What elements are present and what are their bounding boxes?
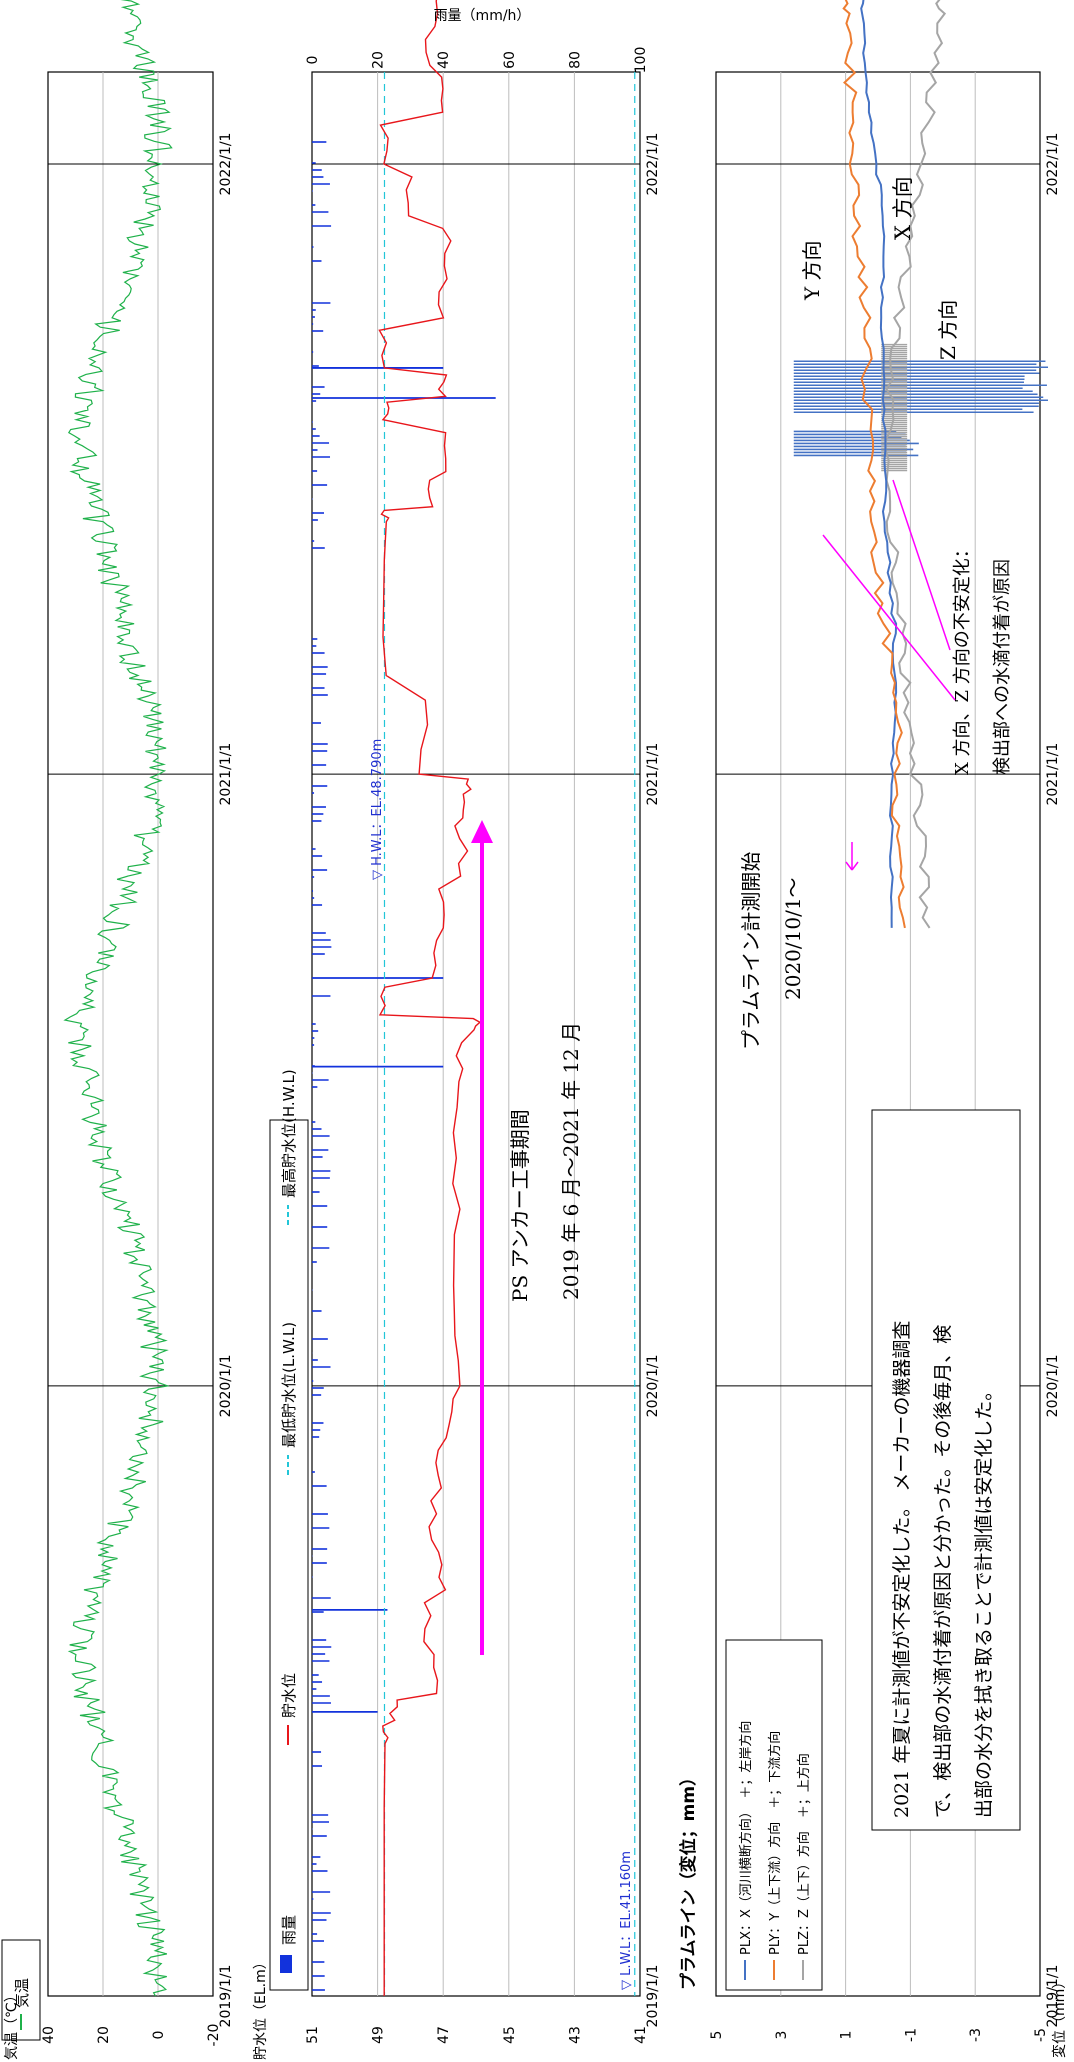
value-tick-label: 47 bbox=[436, 2026, 452, 2044]
value-tick-label: -1 bbox=[903, 2028, 919, 2042]
legend-ply: PLY：Y（上下流）方向 ＋；下流方向 bbox=[767, 1731, 783, 1955]
value-tick-label: 1 bbox=[839, 2031, 855, 2040]
unstable-note-2: 検出部への水滴付着が原因 bbox=[992, 559, 1013, 775]
temperature-legend: 気温 bbox=[1, 1939, 41, 2041]
unstable-note-1: X 方向、Z 方向の不安定化： bbox=[952, 540, 973, 775]
date-tick-label: 2020/1/1 bbox=[218, 1354, 234, 1417]
explanation-line-1: 2021 年夏に計測値が不安定化した。 メーカーの機器調査 bbox=[891, 1321, 913, 1818]
legend-water-level: 貯水位 bbox=[280, 1673, 298, 1718]
value-tick-label: 51 bbox=[305, 2026, 321, 2044]
date-tick-label: 2020/1/1 bbox=[645, 1354, 661, 1417]
rain-y2label: 雨量（mm/h） bbox=[434, 8, 531, 24]
date-tick-label: 2020/1/1 bbox=[1045, 1354, 1061, 1417]
plumb-line-ylabel: 変位（mm） bbox=[1051, 1975, 1068, 2058]
temperature-legend-label: 気温 bbox=[13, 1978, 31, 2008]
rain-tick-label: 40 bbox=[436, 51, 452, 69]
label-y-direction: Y 方向 bbox=[800, 240, 824, 301]
start-note-title: プラムライン計測開始 bbox=[739, 852, 763, 1050]
explanation-line-2: で、検出部の水滴付着が原因と分かった。その後毎月、検 bbox=[932, 1325, 954, 1818]
date-tick-label: 2022/1/1 bbox=[645, 133, 661, 196]
date-tick-label: 2022/1/1 bbox=[218, 133, 234, 196]
value-tick-label: 5 bbox=[709, 2031, 725, 2040]
unstable-note-arrow-2 bbox=[892, 479, 951, 651]
rain-tick-label: 100 bbox=[633, 47, 649, 74]
value-tick-label: -5 bbox=[1033, 2028, 1049, 2042]
date-tick-label: 2019/1/1 bbox=[645, 1965, 661, 2028]
legend-hwl: 最高貯水位(H.W.L) bbox=[280, 1069, 298, 1198]
lwl-label: ▽ L.W.L：EL.41.160m bbox=[619, 1851, 634, 1990]
water-level-plot-frame bbox=[311, 71, 641, 1997]
plx-series-line bbox=[860, 0, 898, 928]
unstable-note-arrow-1 bbox=[822, 534, 956, 701]
rain-tick-label: 20 bbox=[371, 51, 387, 69]
date-tick-label: 2021/1/1 bbox=[645, 743, 661, 806]
legend-plz: PLZ：Z（上下）方向 ＋；上方向 bbox=[796, 1753, 812, 1955]
value-tick-label: -3 bbox=[968, 2028, 984, 2042]
value-tick-label: 49 bbox=[371, 2026, 387, 2044]
value-tick-label: 20 bbox=[96, 2026, 112, 2044]
temperature-ylabel: 気温（℃） bbox=[4, 1988, 20, 2060]
rain-series bbox=[312, 141, 496, 1991]
value-tick-label: 41 bbox=[633, 2026, 649, 2044]
construction-period-range: 2019 年 6 月～2021 年 12 月 bbox=[559, 1022, 583, 1300]
value-tick-label: 3 bbox=[774, 2031, 790, 2040]
water-level-panel: 41 43 45 47 49 51 0 20 40 60 80 100 2019/1/1 2020/1… bbox=[253, 0, 661, 2060]
value-tick-label: 45 bbox=[502, 2026, 518, 2044]
explanation-box: 2021 年夏に計測値が不安定化した。 メーカーの機器調査 で、検出部の水滴付着… bbox=[871, 1109, 1021, 1831]
plz-series-line bbox=[884, 0, 947, 929]
construction-period-arrowhead bbox=[471, 820, 493, 843]
rain-tick-label: 60 bbox=[502, 51, 518, 69]
explanation-line-3: 出部の水分を拭き取ることで計測値は安定化した。 bbox=[973, 1382, 995, 1818]
temperature-panel: -20 0 20 40 2019/1/1 2020/1/1 2021/1/1 2022/1/… bbox=[1, 0, 234, 2060]
water-level-series-line bbox=[378, 0, 482, 1996]
construction-period-title: PS アンカー工事期間 bbox=[508, 1109, 532, 1302]
date-tick-label: 2019/1/1 bbox=[1045, 1965, 1061, 2028]
unstable-readings bbox=[793, 343, 1048, 472]
rain-tick-label: 80 bbox=[567, 51, 583, 69]
rain-tick-label: 0 bbox=[305, 56, 321, 65]
date-tick-label: 2022/1/1 bbox=[1045, 133, 1061, 196]
value-tick-label: 40 bbox=[41, 2026, 57, 2044]
legend-lwl: 最低貯水位(L.W.L) bbox=[280, 1322, 298, 1448]
value-tick-label: -20 bbox=[206, 2024, 222, 2047]
water-level-ylabel: 貯水位（EL.m） bbox=[253, 1955, 269, 2060]
date-tick-label: 2021/1/1 bbox=[1045, 743, 1061, 806]
start-note-date: 2020/10/1～ bbox=[781, 877, 805, 1000]
temperature-plot-frame bbox=[47, 71, 214, 1997]
water-level-legend: 雨量 貯水位 最低貯水位(L.W.L) 最高貯水位(H.W.L) bbox=[269, 1069, 309, 1991]
plumb-line-panel: -5 -3 -1 1 3 5 2019/1/1 2020/1/1 2021/1/1 2022/1… bbox=[678, 0, 1068, 2058]
legend-plx: PLX：X（河川横断方向） ＋；左岸方向 bbox=[738, 1721, 754, 1955]
label-z-direction: Z 方向 bbox=[936, 300, 960, 360]
legend-rain: 雨量 bbox=[280, 1915, 298, 1945]
temperature-series-line bbox=[63, 0, 173, 1997]
date-tick-label: 2021/1/1 bbox=[218, 743, 234, 806]
date-tick-label: 2019/1/1 bbox=[218, 1965, 234, 2028]
plumb-line-legend: PLX：X（河川横断方向） ＋；左岸方向 PLY：Y（上下流）方向 ＋；下流方向… bbox=[725, 1639, 823, 1991]
ply-series-line bbox=[842, 0, 906, 929]
plumb-line-title: プラムライン（変位；mm） bbox=[678, 1769, 699, 1990]
value-tick-label: 43 bbox=[567, 2026, 583, 2044]
hwl-label: ▽ H.W.L：EL.48.790m bbox=[370, 739, 385, 880]
label-x-direction: X 方向 bbox=[891, 176, 915, 240]
value-tick-label: 0 bbox=[151, 2031, 167, 2040]
